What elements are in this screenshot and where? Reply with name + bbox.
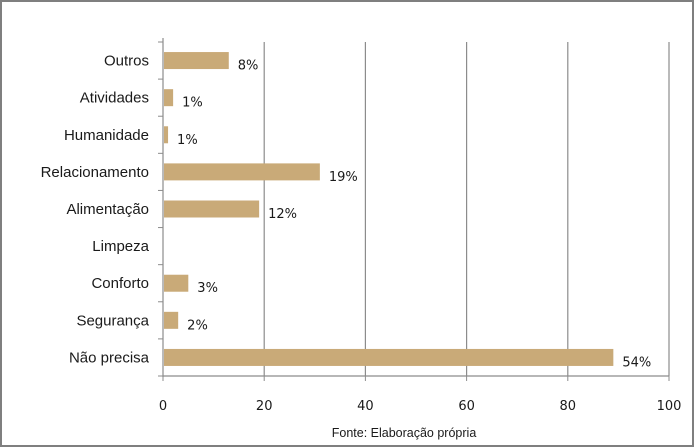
data-label: 19% [329, 170, 358, 185]
bar [164, 200, 260, 218]
bar [164, 274, 189, 292]
category-label: Não precisa [69, 349, 150, 366]
category-label: Segurança [76, 312, 149, 329]
category-label: Outros [104, 53, 149, 70]
data-label: 54% [622, 355, 651, 370]
x-tick-label: 40 [357, 399, 374, 414]
bar [164, 311, 179, 329]
x-tick-label: 20 [256, 399, 273, 414]
bar [164, 348, 614, 366]
category-label: Atividades [80, 90, 149, 107]
category-label: Relacionamento [41, 164, 149, 181]
data-label: 12% [268, 207, 297, 222]
data-label: 1% [177, 133, 198, 148]
category-label: Conforto [91, 275, 149, 292]
source-note: Fonte: Elaboração própria [332, 426, 477, 440]
x-tick-label: 100 [657, 399, 682, 414]
bar [164, 126, 169, 144]
category-label: Alimentação [66, 201, 149, 218]
x-tick-label: 80 [560, 399, 577, 414]
x-tick-label: 0 [159, 399, 167, 414]
bars [164, 52, 614, 366]
axes [158, 38, 670, 381]
x-tick-label: 60 [458, 399, 475, 414]
category-label: Limpeza [92, 238, 149, 255]
data-label: 3% [197, 281, 218, 296]
bar [164, 163, 320, 181]
data-label: 8% [238, 59, 259, 74]
labels: 0 20 40 60 80 100 Outros 8% Atividades 1% Humanida… [41, 53, 682, 414]
bar [164, 52, 229, 70]
bar [164, 89, 174, 107]
data-label: 2% [187, 318, 208, 333]
grid-lines [263, 42, 670, 376]
data-label: 1% [182, 96, 203, 111]
category-label: Humanidade [64, 127, 149, 144]
